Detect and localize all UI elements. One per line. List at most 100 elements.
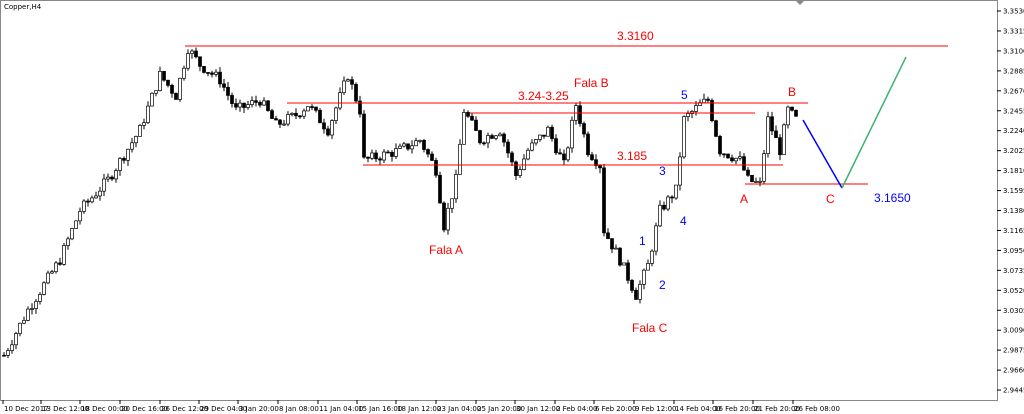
label-wave-4: 4	[680, 214, 687, 228]
candle	[434, 157, 438, 178]
candle	[750, 174, 754, 183]
candle	[786, 105, 790, 129]
candle	[774, 125, 778, 139]
candle	[426, 148, 430, 158]
candle	[686, 110, 690, 122]
candle	[662, 201, 666, 211]
candle	[718, 134, 722, 157]
candle	[558, 148, 562, 155]
candle	[166, 79, 170, 88]
candle	[610, 238, 614, 254]
y-tick-label: 3.1810	[1003, 167, 1024, 175]
candle	[174, 92, 178, 100]
label-fala-b: Fala B	[574, 76, 609, 90]
shift-marker-icon[interactable]	[796, 1, 804, 5]
candle	[158, 66, 162, 92]
candle	[210, 70, 214, 78]
candle	[14, 331, 18, 350]
candle	[266, 99, 270, 112]
candle	[746, 167, 750, 177]
candle	[534, 138, 538, 146]
label-c: C	[826, 192, 835, 206]
candle	[578, 101, 582, 127]
candle	[138, 123, 142, 137]
candle	[126, 148, 130, 166]
candle	[302, 108, 306, 119]
plot-area	[0, 0, 998, 401]
candle	[162, 70, 166, 82]
candle	[2, 352, 6, 357]
candle	[510, 150, 514, 167]
y-tick-label: 3.2885	[1003, 67, 1024, 75]
candle	[50, 269, 54, 274]
candle	[218, 67, 222, 88]
candle	[270, 108, 274, 119]
y-tick-label: 3.1380	[1003, 207, 1024, 215]
candle	[730, 154, 734, 163]
candle	[22, 316, 26, 325]
candle	[354, 82, 358, 103]
candle	[454, 169, 458, 203]
candle	[646, 259, 650, 271]
candle	[470, 112, 474, 121]
x-tick-label: 26 Feb 08:00	[794, 405, 840, 413]
candle	[658, 200, 662, 228]
candle	[438, 171, 442, 204]
candle	[402, 141, 406, 148]
x-tick-label: 6 Feb 20:00	[595, 405, 636, 413]
candle	[522, 154, 526, 171]
candle	[582, 121, 586, 138]
candle	[642, 268, 646, 290]
y-tick-label: 3.2025	[1003, 147, 1024, 155]
y-tick-label: 3.2240	[1003, 127, 1024, 135]
candle	[318, 108, 322, 124]
candle	[766, 111, 770, 158]
y-tick-label: 3.2670	[1003, 87, 1024, 95]
candle	[150, 92, 154, 107]
candle	[338, 87, 342, 111]
candle	[382, 149, 386, 163]
candle	[570, 116, 574, 153]
candle	[118, 156, 122, 176]
candle	[538, 134, 542, 142]
candle	[770, 111, 774, 135]
candle	[410, 140, 414, 154]
candle	[26, 306, 30, 322]
candle	[474, 116, 478, 131]
candle	[442, 201, 446, 233]
candle	[518, 166, 522, 179]
candle	[30, 303, 34, 315]
candle	[342, 76, 346, 95]
x-tick-label: 21 Feb 20:00	[754, 405, 800, 413]
candle	[466, 110, 470, 118]
x-tick-label: 14 Feb 04:00	[675, 405, 721, 413]
candle	[482, 141, 486, 146]
y-tick-label: 3.0520	[1003, 287, 1024, 295]
candle	[394, 143, 398, 159]
candle	[586, 131, 590, 157]
candle	[498, 132, 502, 137]
x-tick-label: 26 Dec 12:00	[161, 405, 208, 413]
candle	[614, 244, 618, 250]
candle	[742, 153, 746, 171]
candle	[146, 101, 150, 124]
candle	[182, 65, 186, 81]
x-tick-label: 16 Feb 20:00	[714, 405, 760, 413]
candle	[450, 198, 454, 213]
candle	[94, 191, 98, 199]
candle	[666, 195, 670, 212]
candle	[502, 132, 506, 147]
candle	[494, 134, 498, 141]
x-tick-label: 25 Jan 20:00	[477, 405, 521, 413]
candle	[778, 134, 782, 161]
label-wave-1: 1	[639, 234, 646, 248]
candle	[58, 257, 62, 266]
candle	[70, 227, 74, 241]
label-wave-3: 3	[659, 164, 666, 178]
candle	[274, 115, 278, 121]
candle	[682, 115, 686, 159]
candle	[10, 339, 14, 354]
y-tick-label: 3.0305	[1003, 307, 1024, 315]
label-a: A	[740, 192, 748, 206]
